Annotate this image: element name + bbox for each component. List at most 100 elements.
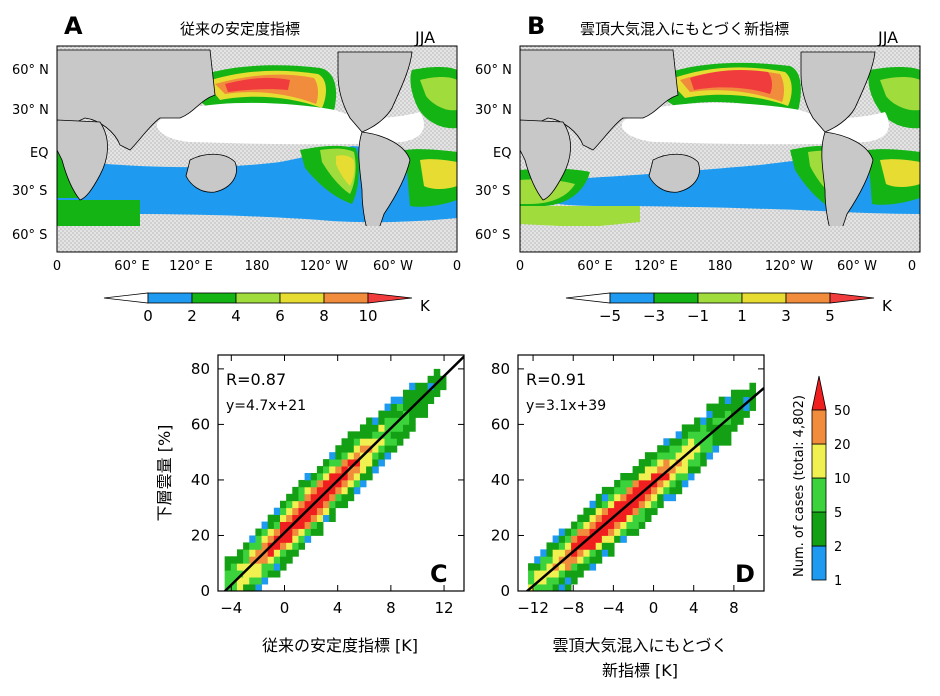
histogram-cell	[292, 549, 299, 557]
map-colorbar-segment	[741, 292, 787, 304]
histogram-cell	[675, 479, 683, 488]
histogram-cell	[421, 410, 428, 418]
panel-letter-c: C	[430, 560, 448, 588]
histogram-cell	[341, 473, 349, 481]
histogram-cell	[694, 417, 701, 425]
histogram-cell	[421, 382, 428, 391]
histogram-cell	[614, 486, 621, 495]
map-b-lon-tick: 0	[516, 259, 524, 274]
histogram-cell	[304, 500, 312, 509]
histogram-cell	[335, 473, 342, 481]
histogram-cell	[595, 493, 603, 502]
count-colorbar-tick-label: 1	[834, 574, 842, 589]
scatter-d-r-label: R=0.91	[526, 370, 586, 389]
histogram-cell	[626, 473, 633, 481]
histogram-cell	[329, 486, 336, 495]
histogram-cell	[267, 556, 275, 564]
histogram-cell	[286, 549, 293, 557]
x-tick-label: 4	[689, 599, 699, 617]
histogram-cell	[402, 403, 410, 411]
histogram-cell	[304, 473, 312, 481]
histogram-cell	[546, 542, 554, 550]
histogram-cell	[632, 500, 640, 509]
histogram-cell	[279, 521, 287, 529]
histogram-cell	[607, 549, 615, 557]
histogram-cell	[390, 431, 398, 439]
map-a-sh-indian-green	[57, 200, 140, 230]
histogram-cell	[335, 479, 342, 488]
histogram-cell	[724, 396, 732, 404]
histogram-cell	[595, 521, 603, 529]
histogram-cell	[402, 417, 410, 425]
histogram-cell	[230, 570, 238, 578]
map-b-frame	[519, 45, 921, 253]
histogram-cell	[279, 556, 287, 564]
map-a-tropical-white	[156, 102, 424, 145]
histogram-cell	[255, 556, 262, 564]
histogram-cell	[577, 570, 584, 578]
histogram-cell	[651, 500, 658, 509]
histogram-cell	[534, 570, 541, 578]
histogram-cell	[378, 424, 385, 432]
histogram-cell	[255, 577, 262, 585]
scatter-d-fit-line	[525, 387, 764, 591]
histogram-cell	[595, 549, 603, 557]
histogram-cell	[675, 466, 683, 474]
histogram-cell	[366, 417, 373, 425]
histogram-cell	[353, 466, 361, 474]
histogram-cell	[267, 514, 275, 522]
histogram-cell	[310, 479, 318, 488]
histogram-cell	[304, 493, 312, 502]
map-a-lat-tick: EQ	[30, 146, 48, 161]
map-b-sh-band-green	[520, 206, 640, 226]
histogram-cell	[571, 549, 578, 557]
count-colorbar-tick-label: 50	[834, 404, 851, 419]
histogram-cell	[359, 438, 367, 446]
map-colorbar-tick-label: 2	[187, 307, 197, 325]
x-tick-label: −4	[602, 599, 624, 617]
scatter-c-xlabel: 従来の安定度指標 [K]	[262, 636, 418, 655]
histogram-cell	[552, 549, 560, 557]
histogram-cell	[620, 486, 627, 495]
histogram-cell	[583, 542, 590, 550]
histogram-cell	[273, 514, 281, 522]
histogram-cell	[402, 431, 410, 439]
histogram-cell	[316, 514, 324, 522]
histogram-cell	[601, 507, 609, 516]
histogram-cell	[651, 486, 658, 495]
histogram-cell	[700, 452, 707, 460]
map-b-lon-tick: 60° W	[837, 259, 877, 274]
histogram-cell	[669, 459, 677, 467]
histogram-cell	[552, 570, 560, 578]
histogram-cell	[279, 535, 287, 543]
histogram-cell	[347, 486, 355, 495]
histogram-cell	[638, 459, 646, 467]
histogram-cell	[651, 507, 658, 516]
histogram-cell	[304, 528, 312, 536]
x-tick-label: −8	[562, 599, 584, 617]
histogram-cell	[638, 521, 646, 529]
histogram-cell	[681, 445, 689, 453]
histogram-cell	[304, 521, 312, 529]
histogram-cell	[632, 528, 640, 536]
scatter-d-xlabel-line1: 雲頂大気混入にもとづく	[552, 636, 727, 655]
histogram-cell	[644, 452, 652, 460]
x-tick-label: 12	[435, 599, 454, 617]
histogram-cell	[583, 549, 590, 557]
histogram-cell	[341, 459, 349, 467]
histogram-cell	[341, 438, 349, 446]
histogram-cell	[614, 535, 621, 543]
histogram-cell	[353, 445, 361, 453]
histogram-cell	[620, 500, 627, 509]
histogram-cell	[298, 521, 305, 529]
histogram-cell	[353, 431, 361, 439]
histogram-cell	[700, 417, 707, 425]
histogram-cell	[730, 424, 738, 432]
histogram-cell	[249, 563, 256, 571]
histogram-cell	[323, 466, 330, 474]
histogram-cell	[335, 459, 342, 467]
histogram-cell	[669, 452, 677, 460]
histogram-cell	[353, 486, 361, 495]
histogram-cell	[341, 493, 349, 502]
histogram-cell	[249, 570, 256, 578]
